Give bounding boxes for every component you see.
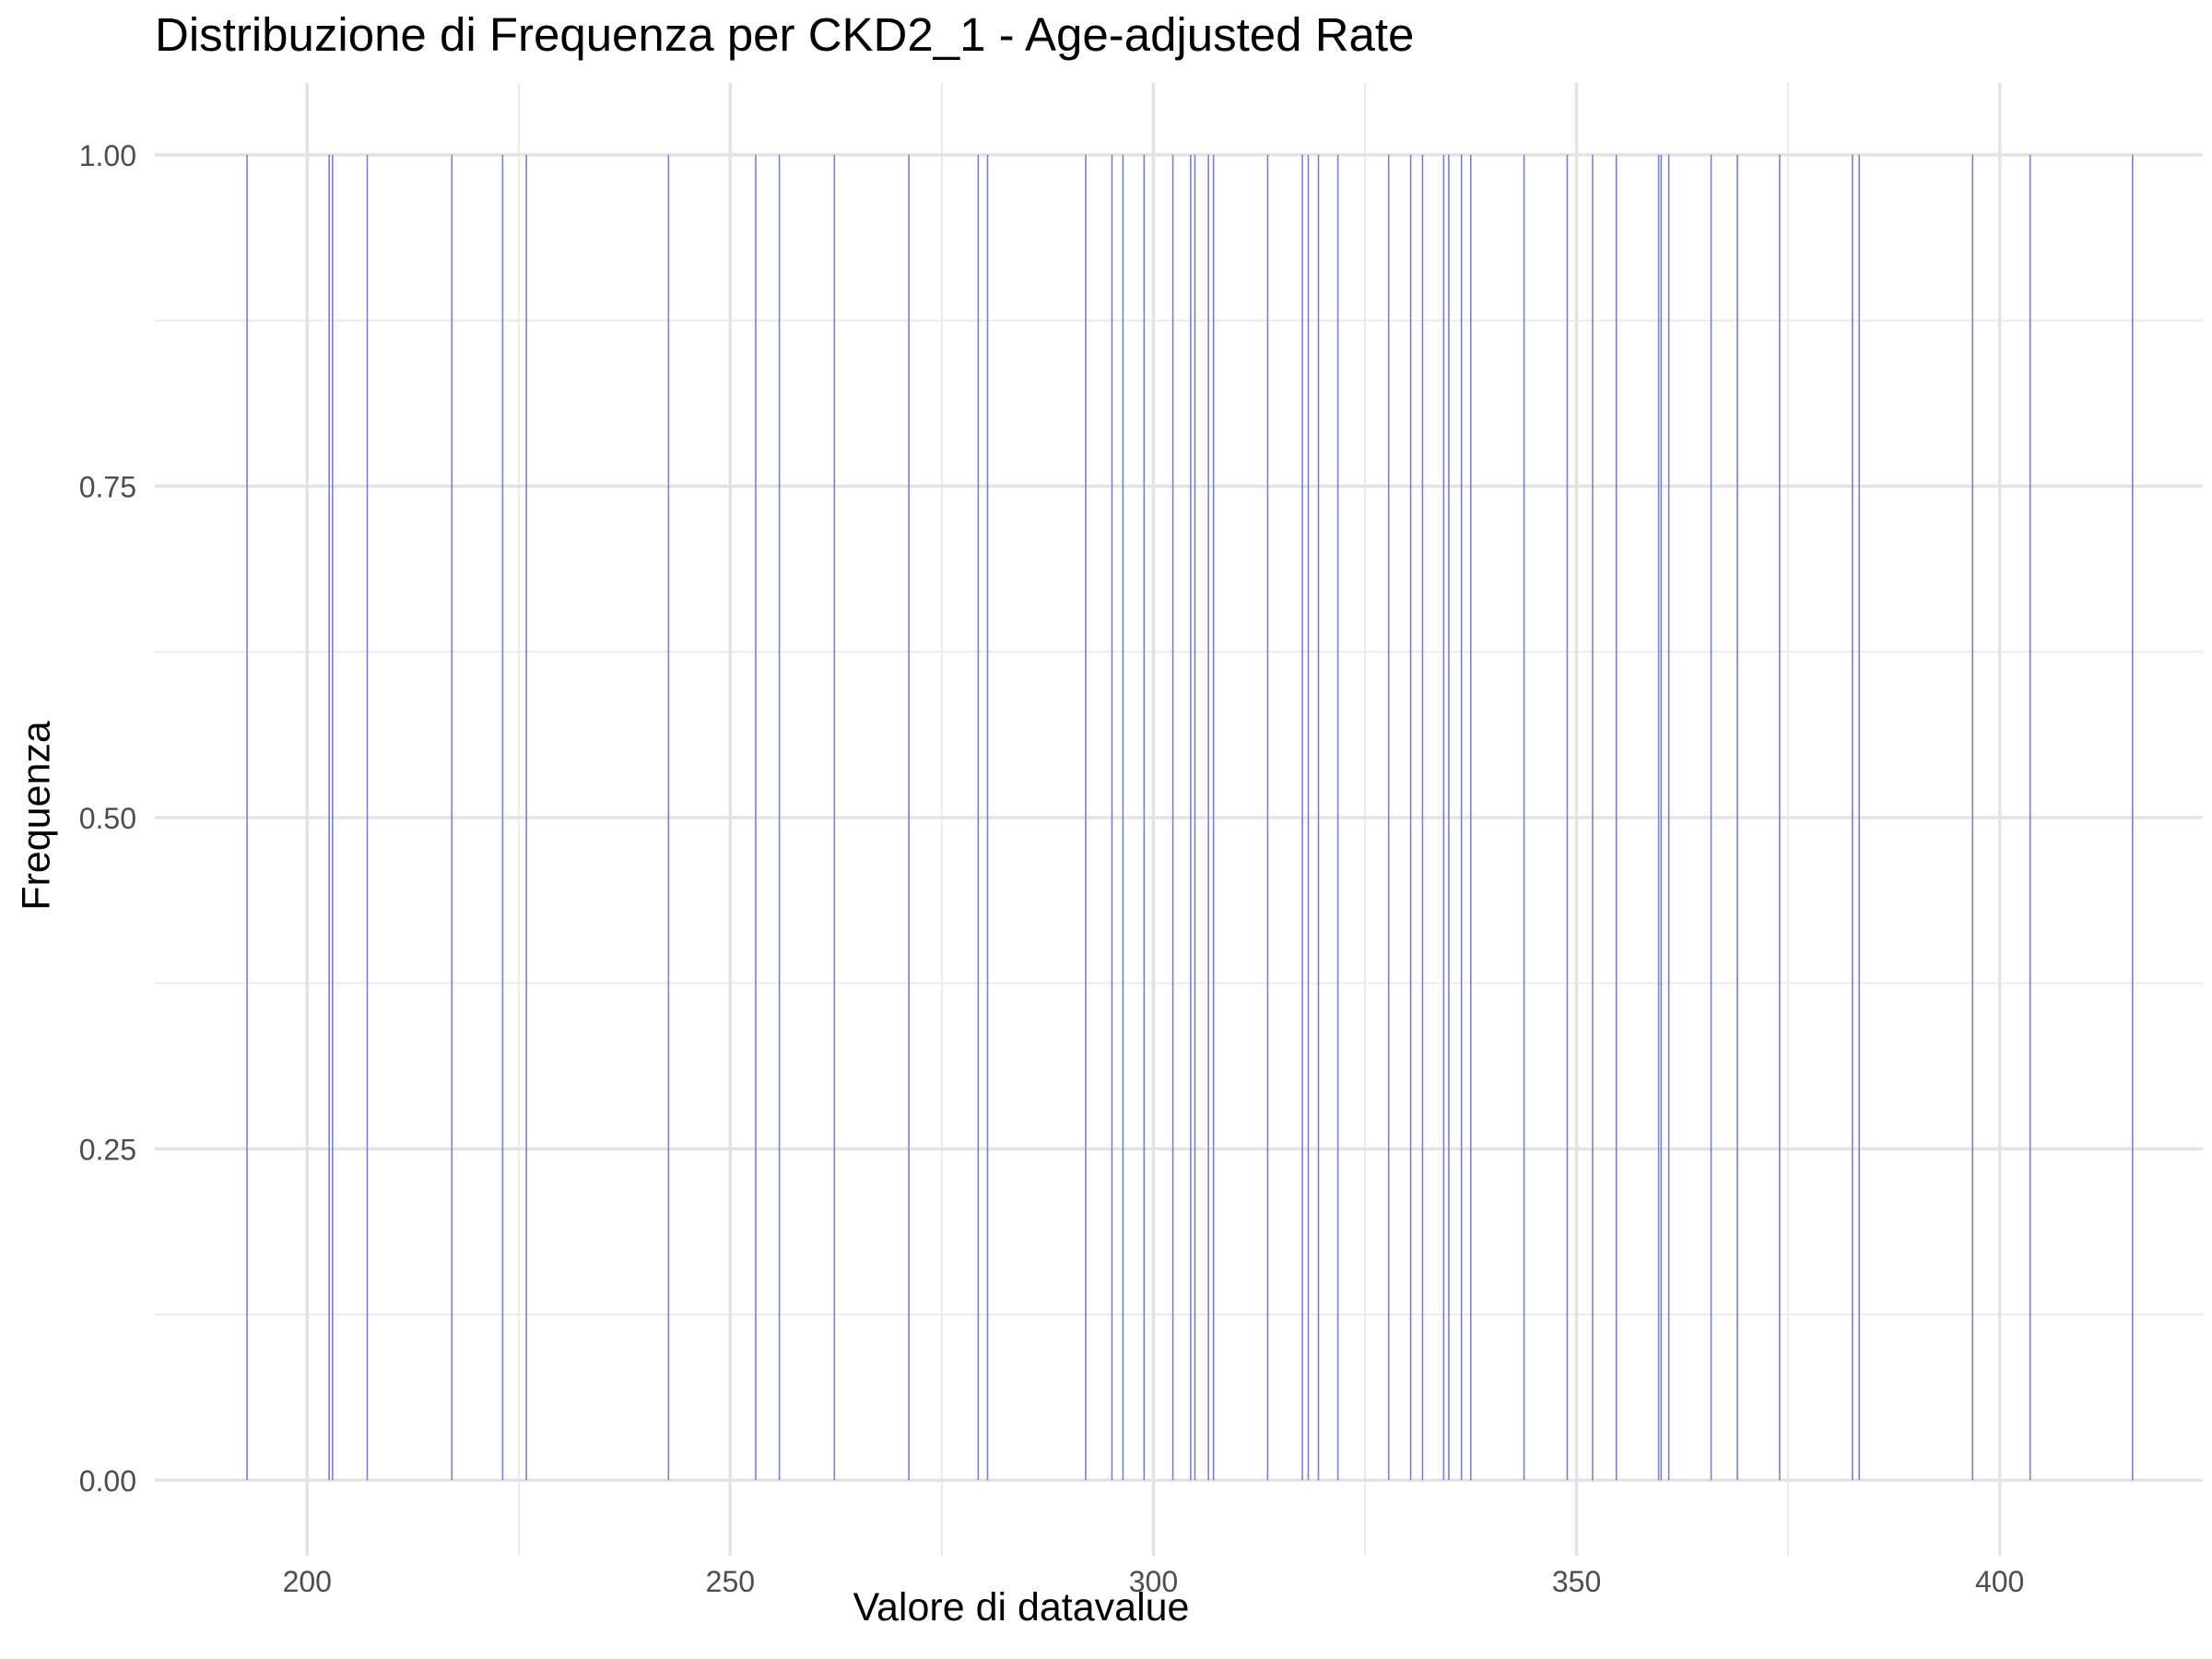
grid (155, 83, 2203, 1556)
bars (246, 155, 2134, 1480)
chart-title: Distribuzione di Frequenza per CKD2_1 - … (155, 8, 1415, 61)
x-tick-label: 200 (283, 1565, 332, 1598)
y-tick-label: 0.50 (79, 802, 136, 835)
y-tick-label: 1.00 (79, 139, 136, 172)
y-axis-ticks: 0.00 0.25 0.50 0.75 1.00 (79, 139, 136, 1498)
x-axis-ticks: 200 250 300 350 400 (283, 1565, 2025, 1598)
x-tick-label: 400 (1975, 1565, 2024, 1598)
x-tick-label: 300 (1129, 1565, 1178, 1598)
x-axis-title: Valore di datavalue (853, 1585, 1190, 1630)
y-axis-title: Frequenza (14, 721, 59, 911)
y-tick-label: 0.25 (79, 1134, 136, 1167)
x-tick-label: 250 (706, 1565, 755, 1598)
x-tick-label: 350 (1552, 1565, 1601, 1598)
y-tick-label: 0.00 (79, 1465, 136, 1498)
y-tick-label: 0.75 (79, 471, 136, 504)
